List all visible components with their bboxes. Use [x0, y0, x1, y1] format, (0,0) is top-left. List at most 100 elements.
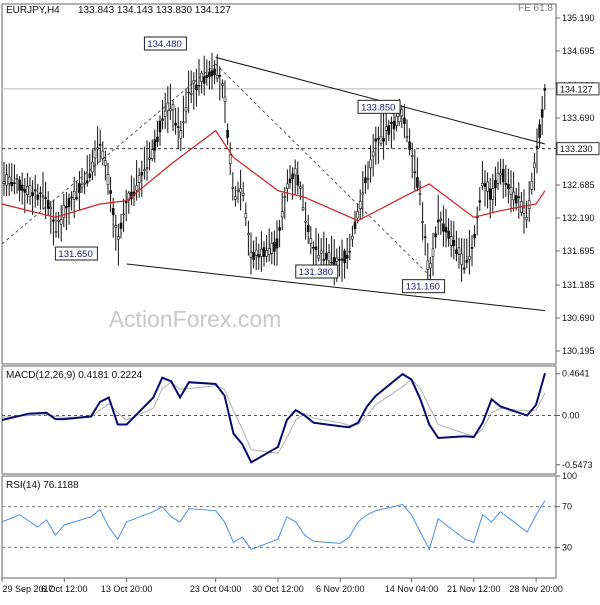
- price-y-tick-label: 134.695: [562, 46, 595, 56]
- annotation-label: 131.160: [406, 282, 440, 293]
- candle-body: [413, 171, 417, 174]
- annotation-label: 131.380: [299, 267, 333, 278]
- candle-body: [85, 180, 89, 184]
- candle-body: [486, 181, 489, 192]
- candle-body: [215, 74, 219, 79]
- candle-body: [59, 219, 63, 225]
- candle-body: [470, 247, 474, 249]
- annotation-box: [143, 36, 187, 51]
- candle-body: [533, 162, 536, 169]
- candle-body: [57, 220, 60, 222]
- candle-body: [249, 251, 253, 258]
- candle-body: [174, 122, 177, 126]
- candle-body: [267, 248, 271, 255]
- price-series: [1, 52, 547, 294]
- candle-body: [457, 247, 461, 255]
- candle-body: [189, 93, 193, 95]
- annotation-box: [402, 279, 446, 294]
- candle-body: [54, 230, 58, 233]
- candle-body: [111, 208, 115, 215]
- candle-body: [306, 224, 310, 232]
- candle-body: [153, 139, 157, 151]
- candle-body: [343, 250, 346, 263]
- candle-body: [338, 259, 341, 261]
- candle-body: [538, 124, 541, 138]
- macd-y-tick-label: 0.4641: [562, 369, 590, 379]
- candle-body: [496, 172, 500, 184]
- candle-body: [67, 198, 71, 208]
- annotation-label: 131.650: [58, 249, 92, 260]
- candle-body: [387, 125, 391, 135]
- candle-body: [98, 144, 102, 146]
- candle-body: [176, 126, 180, 128]
- candle-body: [161, 118, 164, 121]
- candle-body: [473, 234, 476, 239]
- price-panel-frame: [1, 3, 557, 365]
- candle-body: [140, 172, 144, 176]
- candle-body: [148, 157, 151, 160]
- candle-body: [460, 253, 463, 265]
- candle-body: [278, 227, 281, 231]
- candle-body: [205, 74, 209, 78]
- candle-body: [371, 151, 375, 157]
- macd-line: [1, 372, 546, 464]
- rsi-line: [1, 500, 546, 551]
- candle-body: [366, 178, 370, 180]
- candle-body: [416, 177, 419, 188]
- candle-body: [340, 258, 344, 261]
- candle-body: [260, 248, 263, 257]
- level-price-tag-box: [556, 142, 600, 156]
- candle-body: [122, 213, 125, 216]
- candle-body: [166, 102, 170, 111]
- candle-body: [309, 238, 313, 245]
- candle-body: [62, 204, 66, 218]
- candle-body: [517, 196, 521, 198]
- candle-body: [504, 182, 508, 185]
- candle-body: [192, 80, 196, 84]
- candle-body: [7, 176, 11, 185]
- candle-body: [49, 206, 53, 209]
- candle-body: [221, 83, 224, 86]
- candle-body: [231, 187, 235, 189]
- candle-body: [239, 188, 242, 193]
- candle-body: [501, 168, 505, 183]
- candle-body: [330, 261, 333, 264]
- price-annotations: 134.480 133.850 131.650 131.380 131.160: [54, 36, 446, 294]
- candle-body: [312, 246, 315, 249]
- price-header-corner: FE 61.8: [518, 3, 553, 14]
- candle-body: [275, 238, 279, 249]
- candle-body: [218, 74, 222, 77]
- candle-body: [426, 260, 430, 270]
- x-tick-label: 6 Oct 12:00: [41, 584, 88, 594]
- candle-body: [28, 185, 32, 198]
- candle-body: [202, 76, 206, 84]
- macd-y-tick-label: -0.5473: [562, 460, 593, 470]
- candle-body: [436, 219, 440, 223]
- candle-body: [33, 189, 37, 192]
- macd-y-tick-label: 0.00: [562, 411, 580, 421]
- candle-body: [395, 116, 398, 126]
- candle-body: [270, 242, 274, 254]
- price-y-tick-label: 135.190: [562, 13, 595, 23]
- candle-body: [384, 126, 388, 131]
- candle-body: [364, 177, 367, 184]
- rsi-y-tick-label: 100: [562, 471, 577, 481]
- candle-body: [13, 182, 16, 185]
- candle-body: [522, 207, 526, 214]
- last-price-tag-box: [556, 82, 600, 96]
- candle-body: [5, 174, 8, 186]
- candle-body: [83, 182, 86, 185]
- last-price-tag: 134.127: [560, 84, 593, 94]
- candle-body: [335, 257, 339, 262]
- candle-body: [10, 181, 14, 187]
- candle-body: [39, 192, 42, 194]
- rsi-y-tick-label: 30: [562, 542, 572, 552]
- candle-body: [540, 109, 544, 118]
- candle-body: [481, 183, 484, 187]
- candle-body: [156, 136, 159, 142]
- x-tick-label: 21 Nov 12:00: [447, 584, 501, 594]
- candle-body: [184, 107, 188, 112]
- candle-body: [46, 200, 50, 209]
- level-price-tag: 133.230: [560, 144, 593, 154]
